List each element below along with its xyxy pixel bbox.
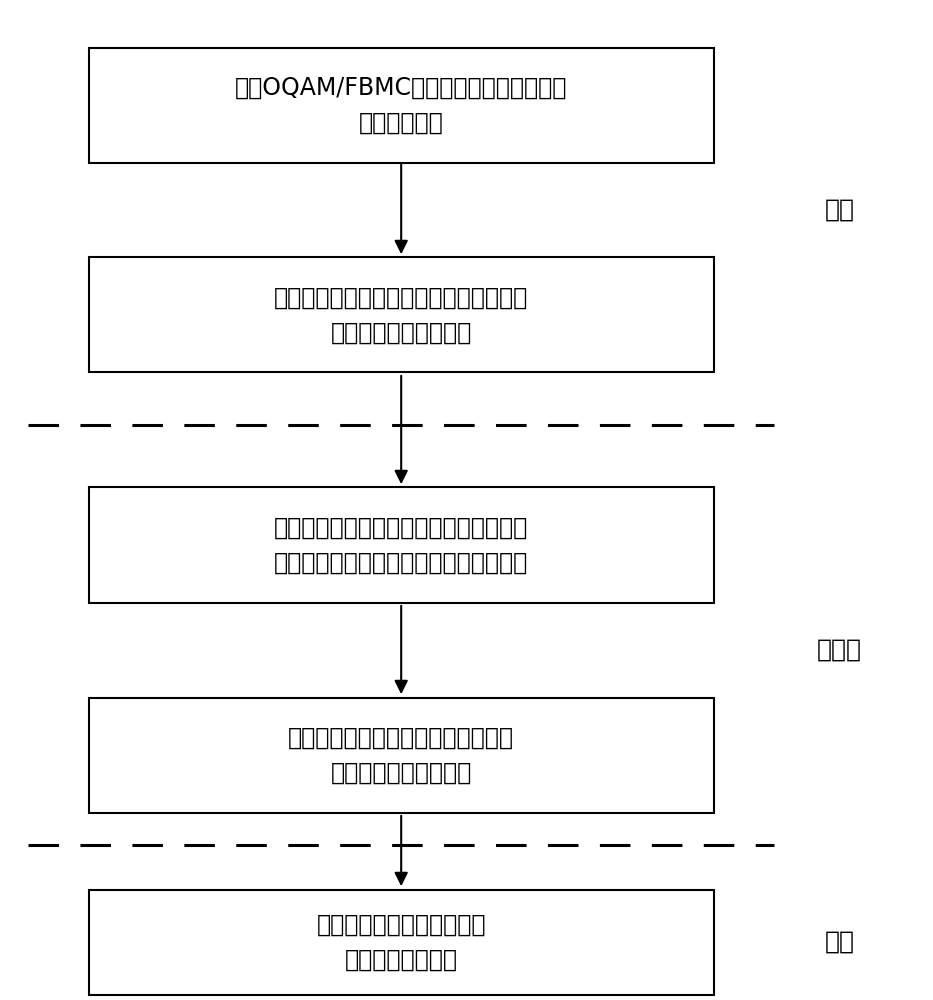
Bar	[89, 890, 714, 994]
Bar	[89, 47, 714, 162]
Text: 对初始信道估计值进行正交变换处理，取
出信道抽头位置外的噪声信号后将其置零: 对初始信道估计值进行正交变换处理，取 出信道抽头位置外的噪声信号后将其置零	[274, 515, 528, 575]
Text: 频域: 频域	[825, 198, 855, 222]
Text: 通过正交变换的逆变换获得
最终的信道估计值: 通过正交变换的逆变换获得 最终的信道估计值	[316, 912, 486, 972]
Bar	[89, 257, 714, 372]
Text: 利用导频子载波位置的解调符号获取初始
的信道频率响应估计值: 利用导频子载波位置的解调符号获取初始 的信道频率响应估计值	[274, 285, 528, 345]
Text: 基于变换域噪声相关性，估计并滤除
信道抽头内的噪声分量: 基于变换域噪声相关性，估计并滤除 信道抽头内的噪声分量	[288, 725, 514, 785]
Text: 基于OQAM/FBMC调制进行导频和数据符号
的发送和接收: 基于OQAM/FBMC调制进行导频和数据符号 的发送和接收	[235, 75, 567, 135]
Text: 变换域: 变换域	[817, 638, 862, 662]
Text: 频域: 频域	[825, 930, 855, 954]
Bar	[89, 698, 714, 812]
Bar	[89, 488, 714, 602]
